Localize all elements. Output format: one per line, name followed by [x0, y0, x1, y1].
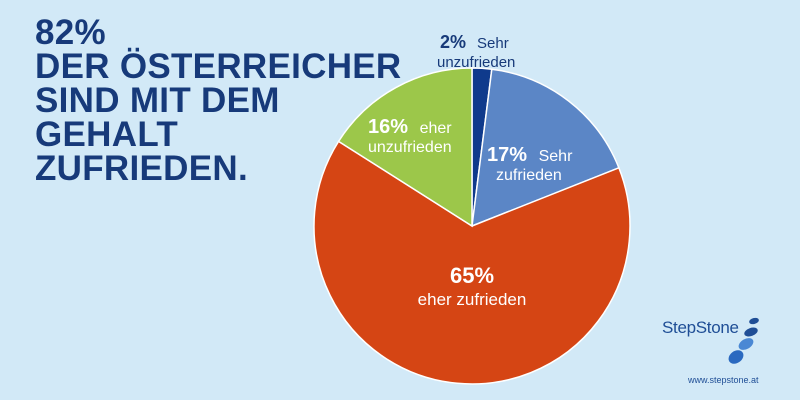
pie-slices	[313, 67, 631, 385]
headline-line: 82%	[35, 13, 106, 52]
website-url: www.stepstone.at	[688, 375, 759, 385]
stepstone-logo: StepStone	[662, 312, 772, 364]
stepstone-pebbles-icon	[728, 317, 759, 364]
slice-pct: 17%	[487, 144, 527, 166]
logo-text: StepStone	[662, 318, 739, 337]
pie-labels: 2% Sehr unzufrieden 17% Sehr zufrieden 6…	[368, 32, 573, 309]
slice-label: 17% Sehr	[487, 144, 573, 166]
slice-text: unzufrieden	[368, 139, 452, 156]
slice-text: unzufrieden	[437, 54, 515, 71]
slice-pct: 2%	[440, 32, 466, 52]
slice-pct: 16%	[368, 116, 408, 138]
pie-slice-1	[471, 68, 620, 228]
slice-text: Sehr	[477, 35, 509, 52]
headline-line: DER ÖSTERREICHER	[35, 47, 402, 86]
slice-text: eher zufrieden	[418, 290, 527, 309]
slice-label: 2% Sehr	[440, 32, 509, 52]
headline-line: SIND MIT DEM	[35, 81, 280, 120]
headline: 82% DER ÖSTERREICHER SIND MIT DEM GEHALT…	[35, 13, 402, 188]
pie-slice-2	[313, 140, 631, 385]
headline-line: GEHALT	[35, 115, 179, 154]
slice-label: 16% eher	[368, 116, 452, 138]
slice-text: zufrieden	[496, 167, 562, 184]
slice-text: Sehr	[539, 148, 573, 165]
slice-text: eher	[420, 120, 453, 137]
headline-line: ZUFRIEDEN.	[35, 149, 248, 188]
pie-slice-3	[337, 67, 473, 228]
slice-pct: 65%	[450, 263, 494, 288]
